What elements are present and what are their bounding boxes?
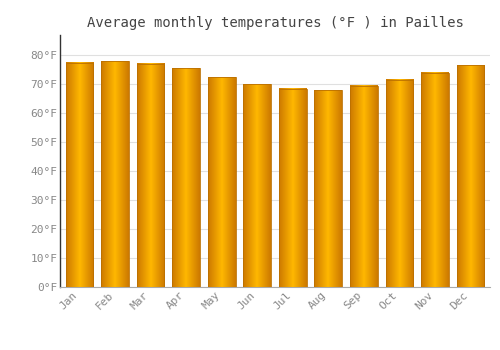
- Bar: [386, 80, 413, 287]
- Bar: [101, 61, 129, 287]
- Bar: [456, 65, 484, 287]
- Bar: [314, 90, 342, 287]
- Bar: [208, 77, 236, 287]
- Bar: [137, 64, 164, 287]
- Bar: [350, 86, 378, 287]
- Bar: [421, 73, 449, 287]
- Bar: [172, 68, 200, 287]
- Bar: [244, 84, 271, 287]
- Bar: [279, 89, 306, 287]
- Bar: [66, 63, 94, 287]
- Title: Average monthly temperatures (°F ) in Pailles: Average monthly temperatures (°F ) in Pa…: [86, 16, 464, 30]
